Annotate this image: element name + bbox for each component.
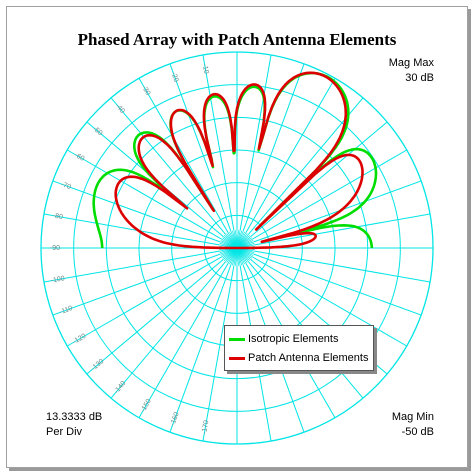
legend-label: Isotropic Elements <box>248 333 339 345</box>
legend-swatch-green <box>229 337 245 341</box>
grid-spoke <box>250 121 388 237</box>
angle-tick-label: -40 <box>114 103 126 115</box>
angle-tick-label: -120 <box>72 333 88 346</box>
chart-title: Phased Array with Patch Antenna Elements <box>77 30 397 49</box>
angle-tick-label: -30 <box>140 84 151 96</box>
angle-tick-label: -100 <box>50 275 65 284</box>
mag-min-label: Mag Min <box>391 411 434 423</box>
legend-item-isotropic: Isotropic Elements <box>229 331 338 347</box>
grid-spoke <box>67 149 222 240</box>
per-div-value: 13.3333 dB <box>46 411 103 423</box>
angle-tick-label: -70 <box>60 181 72 191</box>
mag-max-block: Mag Max 30 dB <box>389 56 434 86</box>
per-div-block: 13.3333 dB Per Div <box>46 410 102 440</box>
grid-spoke <box>43 213 220 246</box>
grid-spoke <box>169 264 232 433</box>
grid-spoke <box>202 54 235 231</box>
angle-tick-label: -50 <box>91 125 103 137</box>
legend: Isotropic Elements Patch Antenna Element… <box>224 325 374 371</box>
grid-spoke <box>43 250 220 283</box>
polar-grid <box>40 51 434 445</box>
grid-spoke <box>253 180 422 243</box>
grid-spoke <box>254 213 431 246</box>
grid-spoke <box>239 54 272 231</box>
grid-spoke <box>242 63 305 232</box>
grid-spoke <box>254 250 431 283</box>
grid-spoke <box>138 78 229 233</box>
grid-spoke <box>110 97 226 235</box>
mag-max-label: Mag Max <box>388 57 434 69</box>
mag-max-value: 30 dB <box>405 72 434 84</box>
grid-spoke-inner <box>235 230 238 249</box>
angle-tick-label: -20 <box>169 71 179 83</box>
grid-spoke <box>138 263 229 418</box>
grid-spoke <box>253 253 422 316</box>
grid-spoke <box>110 261 226 399</box>
grid-spoke <box>202 265 235 442</box>
grid-spoke <box>52 180 221 243</box>
trace-patch-antenna-elements <box>114 71 364 250</box>
grid-spoke <box>169 63 232 232</box>
grid-spoke <box>252 149 407 240</box>
legend-item-patch: Patch Antenna Elements <box>229 350 368 366</box>
grid-spoke <box>52 253 221 316</box>
angle-tick-label: -160 <box>169 411 180 427</box>
angle-tick-label: -150 <box>140 398 153 414</box>
pattern-traces <box>92 71 378 250</box>
grid-spoke <box>86 259 224 375</box>
grid-spoke <box>252 256 407 347</box>
legend-label: Patch Antenna Elements <box>248 352 369 364</box>
grid-spoke <box>245 78 336 233</box>
angle-tick-label: -60 <box>73 152 85 163</box>
angle-tick-label: -170 <box>201 420 210 435</box>
angle-tick-label: -90 <box>50 245 60 252</box>
angle-tick-label: -140 <box>113 380 127 395</box>
mag-min-block: Mag Min -50 dB <box>392 410 434 440</box>
grid-spoke <box>67 256 222 347</box>
per-div-label: Per Div <box>46 426 83 438</box>
angle-tick-label: -80 <box>52 212 63 221</box>
angle-tick-label: -110 <box>59 305 74 316</box>
legend-swatch-red <box>229 356 245 360</box>
angle-tick-label: -10 <box>201 63 210 74</box>
angle-tick-labels: -10 -20 -30 -40 -50 -60 -70 -80 -90 -100 -110 -120 -… <box>50 63 210 435</box>
mag-min-value: -50 dB <box>401 426 434 438</box>
